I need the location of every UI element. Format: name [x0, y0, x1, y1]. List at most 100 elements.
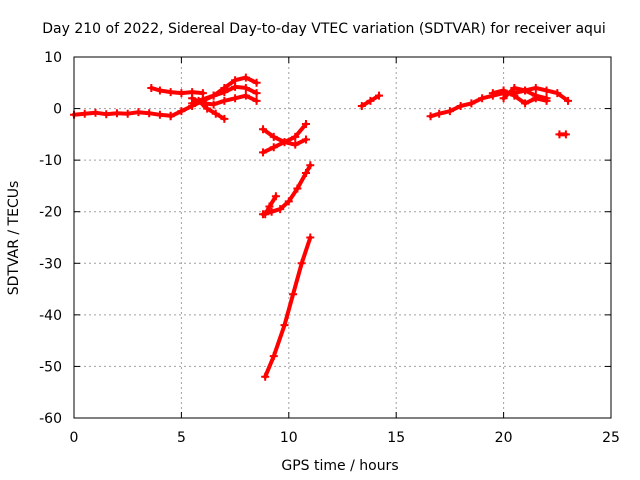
data-point: [80, 109, 89, 118]
data-point: [220, 88, 229, 97]
series-line: [196, 98, 227, 121]
data-point: [499, 94, 508, 103]
series-track-3: [147, 83, 207, 98]
data-point: [284, 197, 293, 206]
data-point: [241, 83, 250, 92]
data-point: [510, 83, 519, 92]
series-track-13: [426, 83, 573, 121]
x-axis-label: GPS time / hours: [281, 458, 398, 474]
data-point: [265, 202, 274, 211]
data-point: [280, 321, 289, 330]
data-point: [231, 76, 240, 85]
x-tick-label: 25: [602, 430, 620, 446]
data-point: [301, 169, 310, 178]
data-point: [456, 101, 465, 110]
series-track-12: [357, 91, 384, 110]
data-point: [301, 135, 310, 144]
y-tick-label: -10: [39, 153, 62, 169]
data-point: [211, 109, 220, 118]
data-point: [155, 110, 164, 119]
data-point: [261, 210, 270, 219]
series-line: [263, 235, 313, 379]
data-point: [366, 96, 375, 105]
x-tick-label: 15: [387, 430, 405, 446]
axis-ticks: 0 5 10 15 20 25 -60 -50 -40 -30 -20 -10 0 10: [39, 50, 620, 446]
data-point: [123, 109, 132, 118]
data-point: [426, 112, 435, 121]
data-point: [467, 99, 476, 108]
data-point: [102, 110, 111, 119]
data-point: [269, 143, 278, 152]
series-track-8: [259, 120, 310, 157]
data-point: [293, 184, 302, 193]
series-track-4: [188, 82, 261, 108]
data-point: [220, 114, 229, 123]
data-point: [478, 94, 487, 103]
series-line: [72, 110, 173, 118]
y-tick-label: -30: [39, 256, 62, 272]
data-point: [542, 94, 551, 103]
data-point: [134, 108, 143, 117]
data-point: [166, 88, 175, 97]
x-tick-label: 5: [177, 430, 186, 446]
x-tick-label: 10: [280, 430, 298, 446]
y-tick-label: -50: [39, 359, 62, 375]
data-point: [209, 100, 218, 109]
data-point: [177, 89, 186, 98]
data-point: [542, 86, 551, 95]
data-point: [271, 192, 280, 201]
data-point: [112, 109, 121, 118]
data-point: [435, 109, 444, 118]
data-point: [521, 99, 530, 108]
data-point: [188, 94, 197, 103]
data-point: [194, 96, 203, 105]
data-point: [301, 120, 310, 129]
data-point: [259, 125, 268, 134]
data-point: [488, 89, 497, 98]
data-point: [531, 91, 540, 100]
data-point: [276, 205, 285, 214]
data-point: [203, 104, 212, 113]
data-point: [289, 290, 298, 299]
data-point: [259, 148, 268, 157]
data-point: [564, 96, 573, 105]
data-point: [267, 207, 276, 216]
y-tick-label: 10: [44, 50, 62, 66]
series-track-11: [261, 233, 315, 381]
data-point: [231, 94, 240, 103]
data-point: [499, 86, 508, 95]
data-point: [155, 86, 164, 95]
data-point: [510, 91, 519, 100]
data-point: [261, 372, 270, 381]
series-track-16: [555, 130, 570, 139]
data-point: [269, 352, 278, 361]
data-point: [252, 89, 261, 98]
series-track-1: [70, 108, 175, 120]
data-point: [145, 109, 154, 118]
data-point: [269, 132, 278, 141]
x-tick-label: 0: [70, 430, 79, 446]
data-point: [306, 233, 315, 242]
data-point: [291, 140, 300, 149]
data-point: [297, 259, 306, 268]
data-point: [357, 101, 366, 110]
data-point: [252, 96, 261, 105]
data-point: [220, 96, 229, 105]
data-point: [521, 86, 530, 95]
chart-title: Day 210 of 2022, Sidereal Day-to-day VTE…: [42, 21, 605, 37]
data-point: [252, 78, 261, 87]
data-point: [241, 73, 250, 82]
y-axis-label: SDTVAR / TECUs: [6, 181, 22, 296]
data-point: [561, 130, 570, 139]
series-track-10: [261, 192, 280, 219]
x-tick-label: 20: [495, 430, 513, 446]
data-point: [166, 112, 175, 121]
data-point: [306, 161, 315, 170]
data-point: [177, 107, 186, 116]
series-track-15: [499, 83, 551, 103]
y-tick-label: -20: [39, 205, 62, 221]
data-point: [147, 83, 156, 92]
data-point: [445, 107, 454, 116]
series-track-6: [194, 96, 229, 123]
plot-frame: [73, 56, 612, 419]
